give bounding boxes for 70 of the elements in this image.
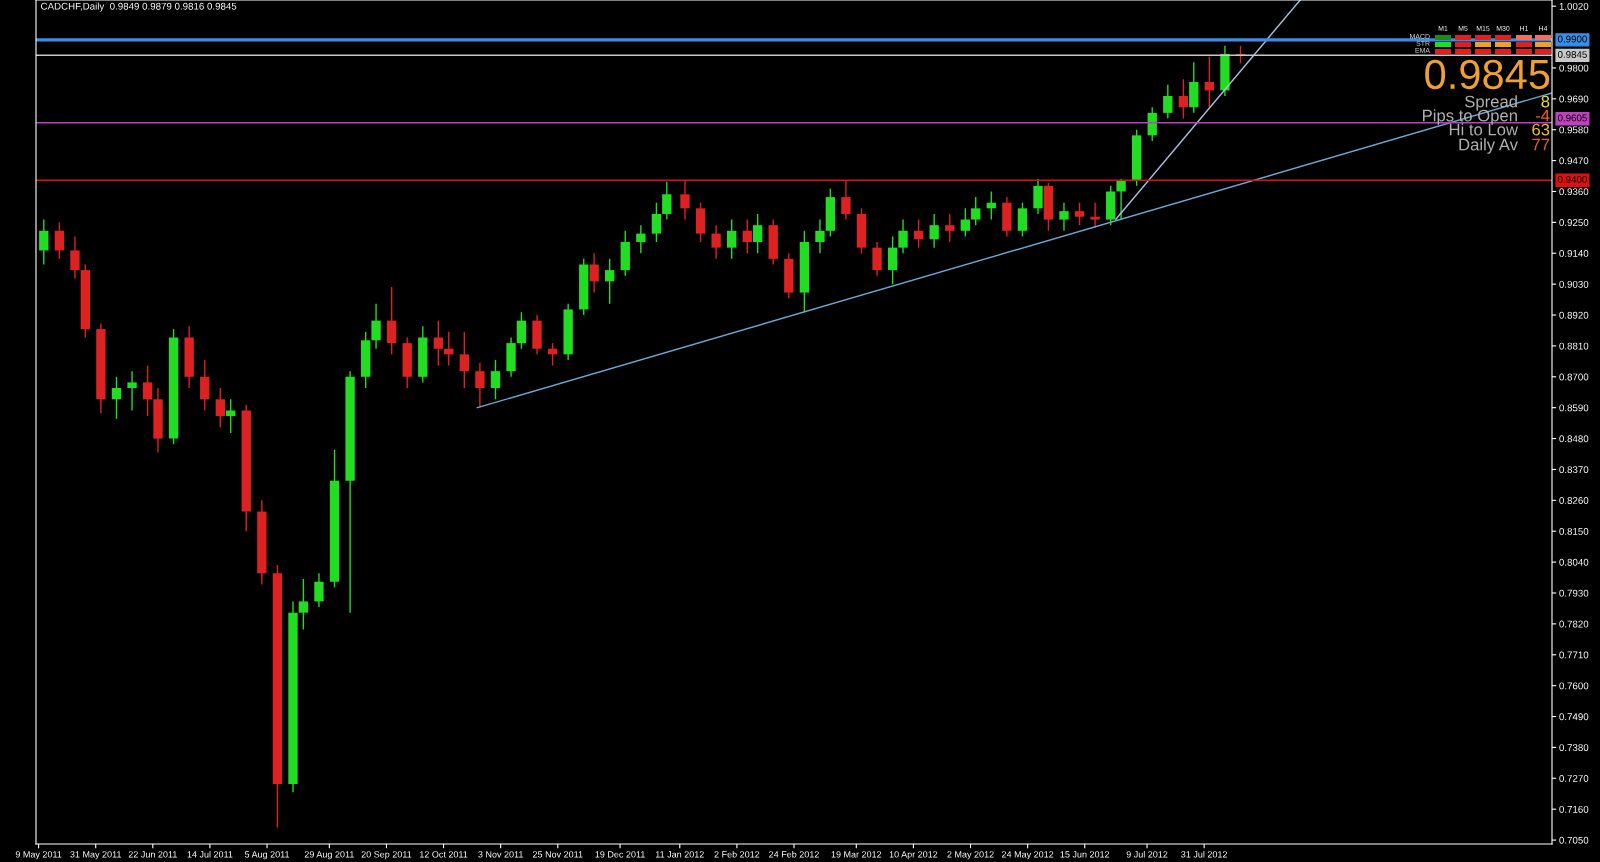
y-tick-label: 0.8920 xyxy=(1559,311,1589,319)
x-tick-label: 3 Nov 2011 xyxy=(478,851,523,858)
x-tick-label: 20 Sep 2011 xyxy=(361,851,412,860)
y-tick-label: 0.7600 xyxy=(1559,682,1589,690)
candlestick xyxy=(226,398,236,434)
y-tick-label: 0.8040 xyxy=(1559,558,1589,566)
y-tick-label: 0.9140 xyxy=(1559,249,1589,257)
y-tick-label: 0.7270 xyxy=(1559,775,1589,782)
annotation: -4 xyxy=(1535,109,1550,122)
y-tick-label: 0.8810 xyxy=(1559,342,1589,350)
x-tick-label: 10 Apr 2012 xyxy=(889,851,938,860)
y-tick-label: 0.9030 xyxy=(1559,280,1589,288)
annotation: 8 xyxy=(1541,95,1550,108)
x-tick-label: 24 May 2012 xyxy=(1001,851,1054,860)
x-tick-label: 31 May 2011 xyxy=(70,851,122,860)
annotation: 0.9845 xyxy=(1425,59,1550,90)
x-tick-label: 29 Aug 2011 xyxy=(304,851,354,860)
y-tick-label: 0.8150 xyxy=(1559,527,1589,535)
y-tick-label: 0.7050 xyxy=(1559,836,1589,844)
x-tick-label: 2 May 2012 xyxy=(947,851,994,860)
y-tick-label: 0.9580 xyxy=(1559,126,1589,134)
y-tick-label: 0.7380 xyxy=(1559,744,1589,752)
x-tick-label: 11 Jan 2012 xyxy=(655,851,704,858)
annotation: 77 xyxy=(1532,138,1550,151)
y-tick-label: 0.9470 xyxy=(1559,157,1589,165)
annotation: Daily Av xyxy=(1459,138,1518,154)
x-tick-label: 22 Jun 2011 xyxy=(128,851,177,858)
chart-title: CADCHF,Daily 0.9849 0.9879 0.9816 0.9845 xyxy=(41,2,237,12)
y-tick-label: 0.8480 xyxy=(1559,435,1589,443)
ref-line-label: 0.9400 xyxy=(1557,175,1587,183)
y-tick-label: 0.7490 xyxy=(1559,713,1589,721)
x-tick-label: 12 Oct 2011 xyxy=(419,851,468,858)
y-tick-label: 0.9800 xyxy=(1559,64,1589,72)
y-tick-label: 0.8370 xyxy=(1559,466,1589,474)
annotation: Hi to Low xyxy=(1449,123,1519,136)
ref-line-label: 0.9605 xyxy=(1557,114,1587,122)
annotation: Spread xyxy=(1465,95,1517,111)
x-tick-label: 19 Mar 2012 xyxy=(831,851,882,858)
candlestick xyxy=(298,578,309,631)
candlestick xyxy=(127,370,137,412)
y-tick-label: 0.9360 xyxy=(1559,188,1589,196)
y-tick-label: 0.7710 xyxy=(1559,651,1589,659)
candlestick xyxy=(971,196,981,226)
y-tick-label: 0.8700 xyxy=(1559,373,1589,381)
candlestick xyxy=(945,213,955,243)
x-tick-label: 2 Feb 2012 xyxy=(714,850,760,858)
x-tick-label: 5 Aug 2011 xyxy=(244,851,290,860)
candlestick xyxy=(1090,202,1100,229)
x-tick-label: 14 Jul 2011 xyxy=(187,850,233,858)
x-tick-label: 25 Nov 2011 xyxy=(532,851,583,858)
candlestick xyxy=(1059,202,1069,232)
x-tick-label: 9 May 2011 xyxy=(15,851,62,860)
ref-line-label: 0.9845 xyxy=(1557,51,1587,58)
ref-line-label: 0.9900 xyxy=(1557,35,1587,43)
x-tick-label: 9 Jul 2012 xyxy=(1126,850,1168,858)
x-tick-label: 31 Jul 2012 xyxy=(1181,850,1228,858)
annotation: 63 xyxy=(1532,123,1550,136)
x-tick-label: 19 Dec 2011 xyxy=(595,851,645,858)
candlestick xyxy=(433,319,444,367)
y-tick-label: 1.0020 xyxy=(1559,2,1589,10)
y-tick-label: 0.8260 xyxy=(1559,497,1589,504)
y-tick-label: 0.7820 xyxy=(1559,620,1589,628)
y-tick-label: 0.9250 xyxy=(1559,219,1589,226)
y-tick-label: 0.7930 xyxy=(1559,589,1589,597)
x-tick-label: 15 Jun 2012 xyxy=(1060,851,1110,858)
y-tick-label: 0.8590 xyxy=(1559,404,1589,412)
candlestick xyxy=(1074,202,1085,226)
y-tick-label: 0.9690 xyxy=(1559,95,1589,103)
y-tick-label: 0.7160 xyxy=(1559,805,1589,813)
x-tick-label: 24 Feb 2012 xyxy=(769,850,819,858)
